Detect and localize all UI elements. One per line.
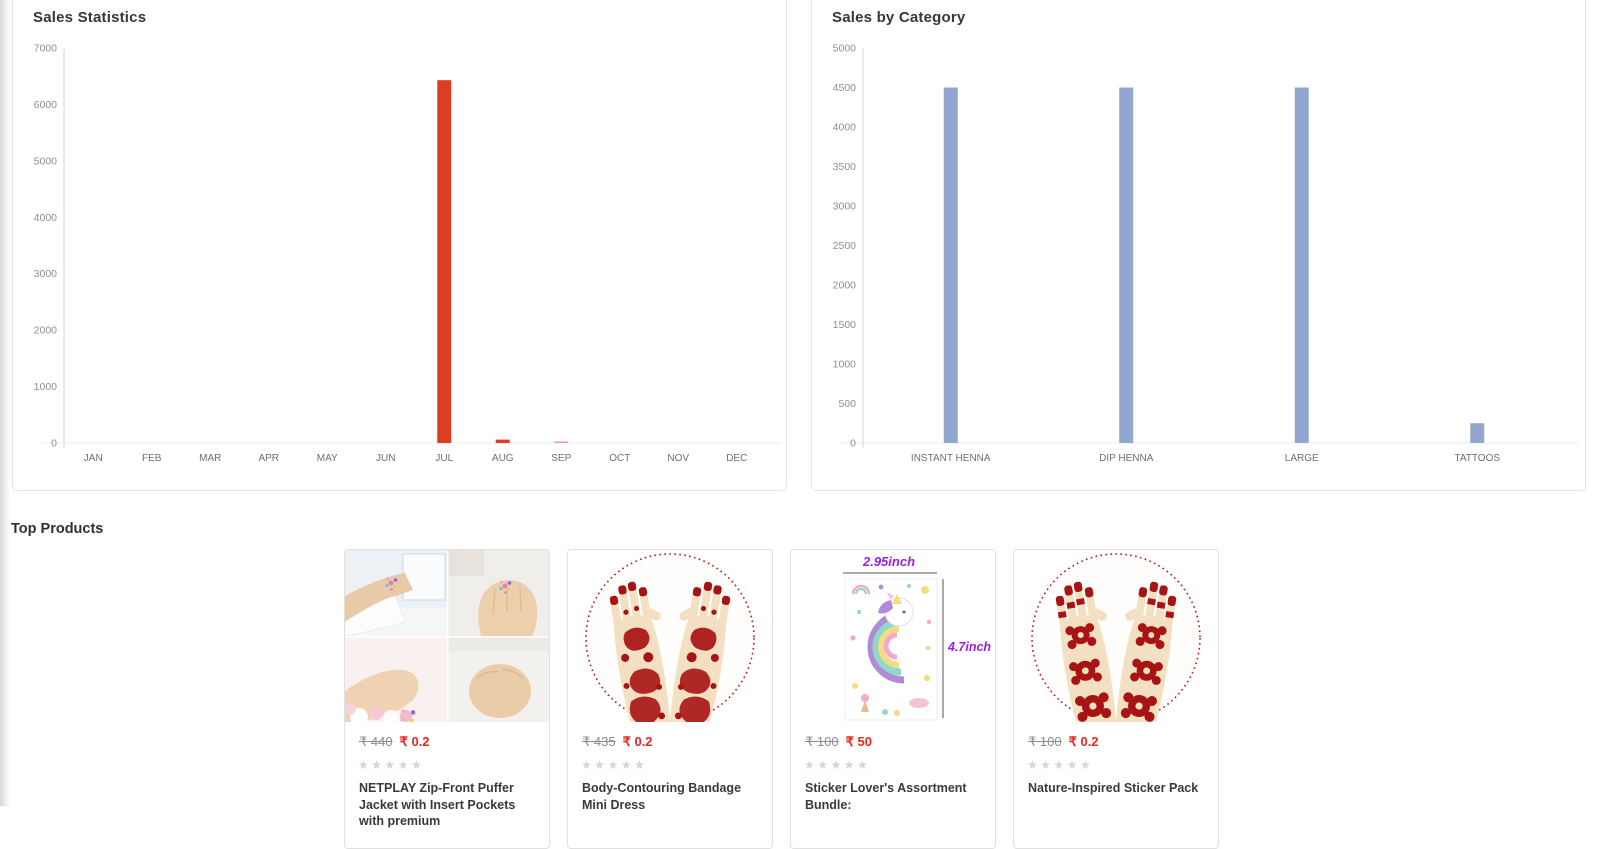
- x-category-label: JUN: [376, 453, 395, 464]
- sales-statistics-card: Sales Statistics 0 1000 2000 3000 4000 5000 60…: [12, 0, 787, 491]
- product-name[interactable]: Body-Contouring Bandage Mini Dress: [582, 781, 742, 812]
- bar-tattoos[interactable]: [1470, 423, 1485, 443]
- sale-price: ₹ 0.2: [1068, 734, 1099, 749]
- rating-stars: ★★★★★: [581, 758, 648, 772]
- product-card-sticker-bundle[interactable]: 2.95inch: [790, 549, 996, 849]
- product-image-henna-hands: [568, 550, 772, 722]
- x-category-label: NOV: [667, 453, 689, 464]
- bar-instant-henna[interactable]: [943, 87, 958, 444]
- sale-price: ₹ 50: [845, 734, 872, 749]
- y-tick-label: 1000: [34, 381, 58, 393]
- x-category-label: LARGE: [1285, 453, 1319, 464]
- sticker-height-dimension-label: 4.7inch: [947, 640, 991, 654]
- x-category-label: OCT: [609, 453, 630, 464]
- y-tick-label: 2000: [833, 280, 857, 292]
- sale-price: ₹ 0.2: [399, 734, 430, 749]
- sales-statistics-chart: 0 1000 2000 3000 4000 5000 6000 7000 JAN FEB MAR AP…: [13, 0, 786, 490]
- y-tick-label: 1500: [833, 319, 857, 331]
- y-tick-label: 2500: [833, 240, 857, 252]
- sale-price: ₹ 0.2: [622, 734, 653, 749]
- y-tick-label: 6000: [34, 99, 58, 111]
- charts-row: Sales Statistics 0 1000 2000 3000 4000 5000 60…: [12, 0, 1586, 491]
- small-stickers: [850, 584, 932, 716]
- y-tick-label: 1000: [833, 359, 857, 371]
- product-name[interactable]: NETPLAY Zip-Front Puffer Jacket with Ins…: [359, 781, 516, 828]
- x-category-label: SEP: [551, 453, 571, 464]
- y-tick-label: 0: [850, 438, 856, 450]
- sales-statistics-title: Sales Statistics: [33, 9, 147, 26]
- bar-chart-svg: 0 500 1000 1500 2000 2500 3000 3500 4000 4500 5000…: [833, 43, 1579, 464]
- sticker-width-dimension-label: 2.95inch: [862, 554, 915, 569]
- x-category-label: TATTOOS: [1454, 453, 1500, 464]
- sales-by-category-card: Sales by Category 0 500 1000 1500 2000 2500 30…: [811, 0, 1586, 491]
- top-products-row: ₹ 440 ₹ 0.2 ★★★★★ NETPLAY Zip-Front Puffe…: [344, 549, 1599, 849]
- price-row: ₹ 100 ₹ 50: [791, 722, 995, 750]
- product-name[interactable]: Nature-Inspired Sticker Pack: [1028, 781, 1199, 795]
- sales-by-category-chart: 0 500 1000 1500 2000 2500 3000 3500 4000 4500 5000…: [812, 0, 1585, 490]
- x-category-label: DIP HENNA: [1099, 453, 1154, 464]
- x-category-label: MAY: [317, 453, 338, 464]
- bar-aug[interactable]: [495, 439, 510, 443]
- bar-sep[interactable]: [554, 441, 569, 443]
- x-category-label: JUL: [435, 453, 453, 464]
- product-image-henna-hands-2: [1014, 550, 1218, 722]
- y-tick-label: 5000: [34, 155, 58, 167]
- x-category-label: DEC: [726, 453, 747, 464]
- y-tick-label: 4500: [833, 82, 857, 94]
- top-products-heading: Top Products: [11, 521, 104, 537]
- bar-jul[interactable]: [437, 80, 452, 444]
- product-card-nature-stickers[interactable]: ₹ 100 ₹ 0.2 ★★★★★ Nature-Inspired Sticker…: [1013, 549, 1219, 849]
- bar-dip-henna[interactable]: [1119, 87, 1134, 444]
- x-category-label: MAR: [199, 453, 221, 464]
- y-tick-label: 4000: [34, 212, 58, 224]
- x-category-label: APR: [258, 453, 279, 464]
- product-name[interactable]: Sticker Lover's Assortment Bundle:: [805, 781, 967, 812]
- old-price: ₹ 100: [805, 734, 839, 749]
- y-tick-label: 3000: [833, 201, 857, 213]
- price-row: ₹ 440 ₹ 0.2: [345, 722, 549, 750]
- product-image-tattoo-collage: [345, 550, 549, 722]
- product-image-unicorn-sticker-sheet: 2.95inch: [791, 550, 995, 722]
- unicorn-illustration: [867, 592, 914, 684]
- bar-chart-svg: 0 1000 2000 3000 4000 5000 6000 7000 JAN FEB MAR AP…: [34, 43, 780, 464]
- y-tick-label: 3500: [833, 161, 857, 173]
- rating-stars: ★★★★★: [804, 758, 871, 772]
- y-tick-label: 4000: [833, 122, 857, 134]
- y-tick-label: 7000: [34, 43, 58, 55]
- rating-stars: ★★★★★: [1027, 758, 1094, 772]
- y-tick-label: 3000: [34, 268, 58, 280]
- x-category-label: FEB: [142, 453, 162, 464]
- bar-large[interactable]: [1294, 87, 1309, 444]
- y-tick-label: 500: [838, 398, 856, 410]
- sales-by-category-title: Sales by Category: [832, 9, 966, 26]
- y-tick-label: 2000: [34, 325, 58, 337]
- rating-stars: ★★★★★: [358, 758, 425, 772]
- old-price: ₹ 435: [582, 734, 616, 749]
- price-row: ₹ 435 ₹ 0.2: [568, 722, 772, 750]
- x-category-label: AUG: [492, 453, 514, 464]
- product-card-puffer-jacket[interactable]: ₹ 440 ₹ 0.2 ★★★★★ NETPLAY Zip-Front Puffe…: [344, 549, 550, 849]
- y-tick-label: 5000: [833, 43, 857, 55]
- product-card-bandage-dress[interactable]: ₹ 435 ₹ 0.2 ★★★★★ Body-Contouring Bandage…: [567, 549, 773, 849]
- x-category-label: JAN: [84, 453, 103, 464]
- x-category-label: INSTANT HENNA: [911, 453, 991, 464]
- y-tick-label: 0: [51, 438, 57, 450]
- price-row: ₹ 100 ₹ 0.2: [1014, 722, 1218, 750]
- old-price: ₹ 440: [359, 734, 393, 749]
- old-price: ₹ 100: [1028, 734, 1062, 749]
